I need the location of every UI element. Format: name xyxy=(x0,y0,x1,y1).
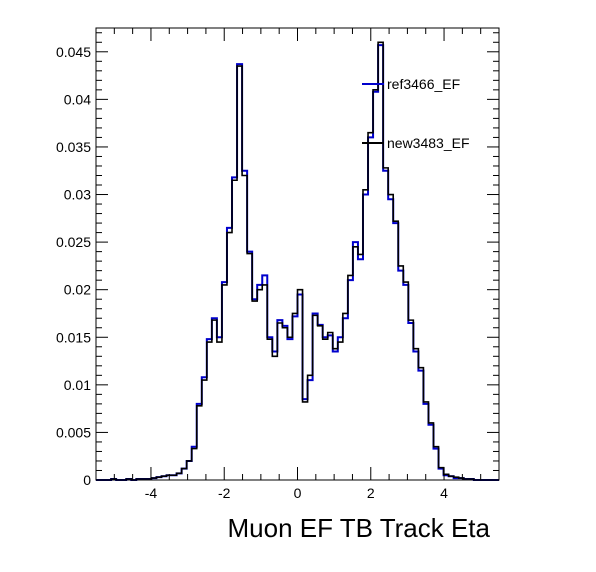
x-tick-label: 0 xyxy=(294,485,302,501)
y-tick-label: 0.03 xyxy=(64,187,91,203)
legend-label-ref3466_EF: ref3466_EF xyxy=(387,76,460,92)
y-tick-label: 0.01 xyxy=(64,377,91,393)
legend-label-new3483_EF: new3483_EF xyxy=(387,135,470,151)
series-line-ref3466_EF xyxy=(96,44,499,481)
x-tick-label: 2 xyxy=(367,485,375,501)
y-tick-label: 0.005 xyxy=(56,424,91,440)
y-tick-label: 0.025 xyxy=(56,234,91,250)
y-tick-label: 0.015 xyxy=(56,329,91,345)
plot-frame xyxy=(95,27,500,481)
y-tick-label: 0 xyxy=(83,472,91,488)
x-tick-label: 4 xyxy=(440,485,448,501)
series-line-new3483_EF xyxy=(96,41,499,481)
x-tick-label: -4 xyxy=(145,485,158,501)
y-tick-label: 0.02 xyxy=(64,282,91,298)
x-tick-label: -2 xyxy=(218,485,231,501)
y-tick-label: 0.035 xyxy=(56,139,91,155)
x-axis-title: Muon EF TB Track Eta xyxy=(227,513,490,543)
y-tick-label: 0.045 xyxy=(56,44,91,60)
y-tick-label: 0.04 xyxy=(64,91,91,107)
